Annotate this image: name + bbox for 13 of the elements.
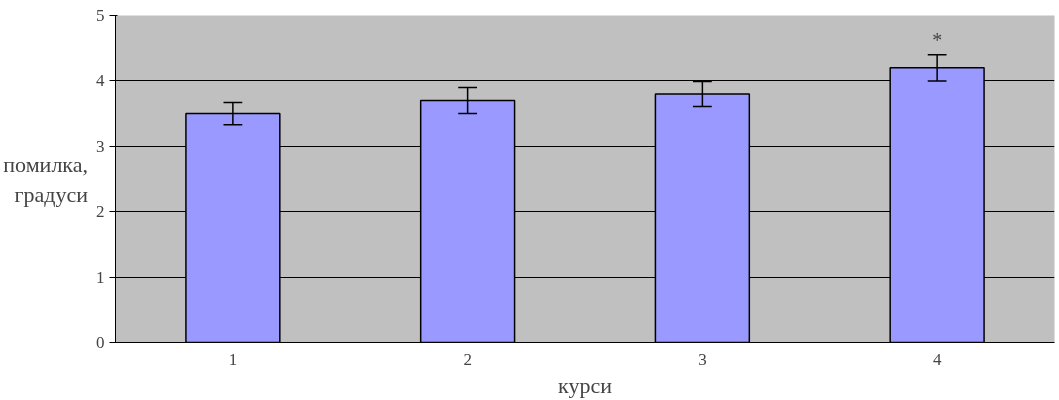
x-tick-label: 3 xyxy=(698,349,707,369)
y-tick-label: 3 xyxy=(96,136,105,156)
y-tick-label: 0 xyxy=(96,333,105,352)
annotation: * xyxy=(932,28,943,51)
y-axis-title: помилка, градуси xyxy=(3,151,89,207)
y-tick-label: 5 xyxy=(96,6,105,25)
x-tick-label: 1 xyxy=(228,349,238,369)
y-tick-label: 4 xyxy=(96,71,105,91)
x-axis-title: курси xyxy=(558,372,613,398)
x-tick-label: 2 xyxy=(463,349,472,369)
y-tick-label: 1 xyxy=(96,267,105,287)
y-tick-label: 2 xyxy=(96,202,105,222)
x-tick-label: 4 xyxy=(932,349,942,369)
